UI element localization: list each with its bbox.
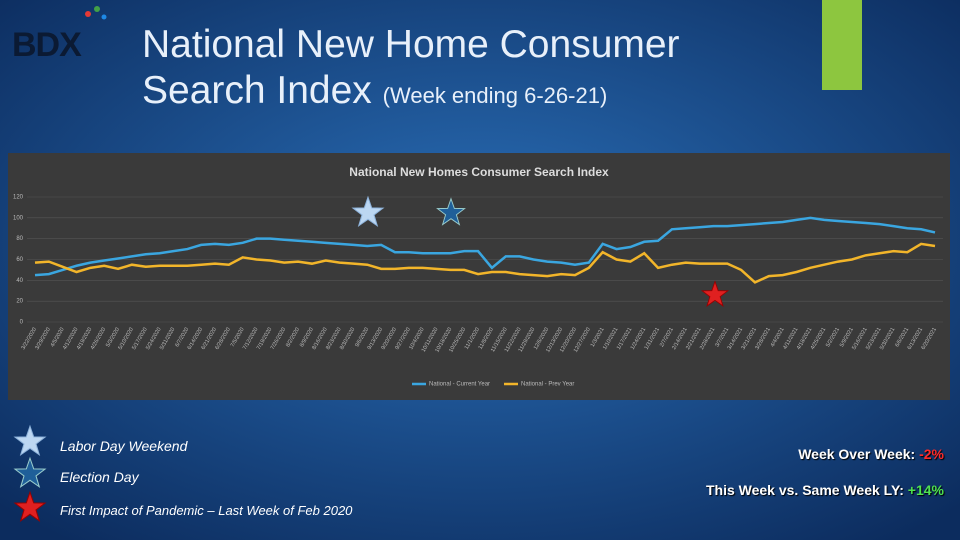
subtitle: (Week ending 6-26-21) [382, 83, 608, 108]
y-tick-label: 40 [16, 278, 23, 284]
plot-panel [8, 153, 950, 400]
logo-dot [94, 6, 100, 12]
legend-label: National - Prev Year [521, 382, 574, 388]
logo-dot [85, 11, 91, 17]
stat-value: -2% [919, 446, 944, 462]
series-line [34, 242, 936, 284]
stat-label: This Week vs. Same Week LY: [705, 482, 904, 498]
legend-label: National - Current Year [429, 382, 490, 388]
accent-bar [822, 0, 862, 90]
annotation: First Impact of Pandemic – Last Week of … [60, 503, 353, 518]
logo: BDX [12, 26, 82, 64]
y-tick-label: 0 [20, 320, 24, 326]
chart-title: National New Homes Consumer Search Index [349, 165, 609, 179]
header: National New Home Consumer Search Index … [142, 22, 762, 119]
y-tick-label: 80 [16, 236, 23, 242]
y-tick-label: 100 [13, 215, 24, 221]
stat-label: Week Over Week: [798, 446, 916, 462]
y-tick-label: 60 [16, 257, 23, 263]
y-tick-label: 120 [13, 195, 24, 201]
series-line [34, 216, 936, 277]
annotation: Labor Day Weekend [60, 438, 188, 454]
y-tick-label: 20 [16, 299, 23, 305]
logo-dot [101, 14, 107, 20]
annotation: Election Day [60, 469, 139, 485]
stat-value: +14% [907, 482, 944, 498]
stat: Week Over Week: -2% [798, 446, 944, 462]
stat: This Week vs. Same Week LY: +14% [706, 482, 944, 498]
title: National New Home Consumer Search Index [142, 23, 680, 112]
